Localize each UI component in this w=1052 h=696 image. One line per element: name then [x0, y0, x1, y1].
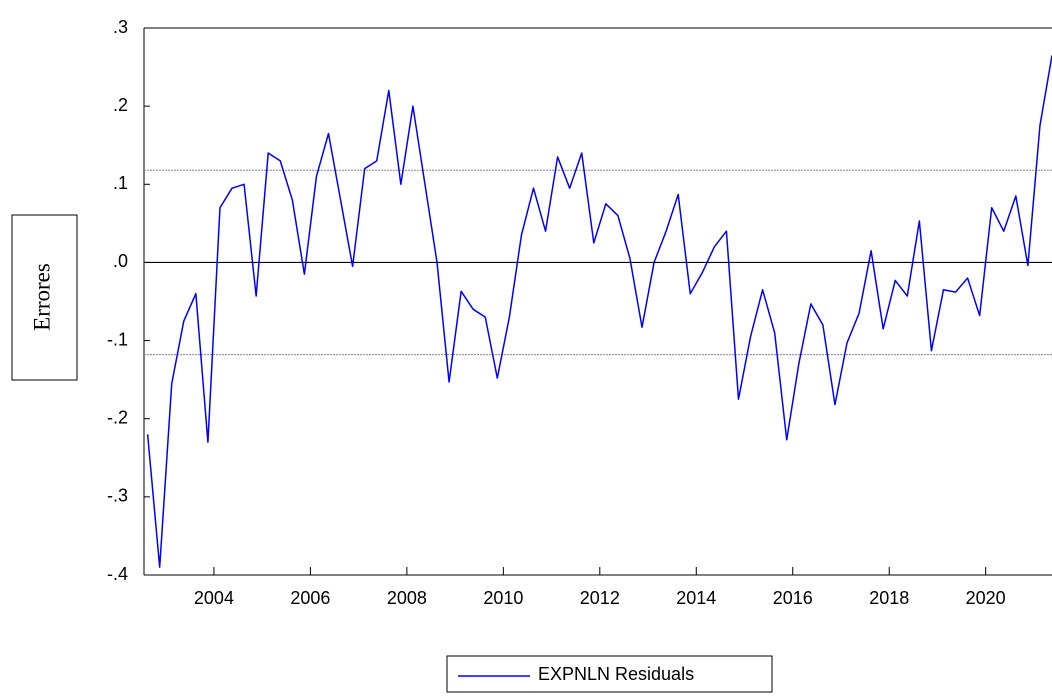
y-tick-label: .1 — [113, 173, 128, 193]
y-tick-label: .2 — [113, 95, 128, 115]
y-tick-label: .3 — [113, 17, 128, 37]
y-label-box — [11, 214, 78, 381]
series-line — [146, 55, 1052, 568]
x-tick-label: 2008 — [387, 588, 427, 608]
y-tick-label: .0 — [113, 251, 128, 271]
y-axis-label: Errores — [29, 263, 54, 331]
x-tick-label: 2018 — [869, 588, 909, 608]
x-tick-label: 2016 — [773, 588, 813, 608]
x-tick-label: 2020 — [966, 588, 1006, 608]
x-tick-label: 2004 — [194, 588, 234, 608]
y-tick-label: -.1 — [107, 329, 128, 349]
x-tick-label: 2010 — [483, 588, 523, 608]
legend-box — [446, 655, 773, 693]
x-tick-label: 2014 — [676, 588, 716, 608]
legend-label: EXPNLN Residuals — [538, 664, 694, 684]
y-tick-label: -.4 — [107, 564, 128, 584]
y-tick-label: -.3 — [107, 486, 128, 506]
x-tick-label: 2006 — [290, 588, 330, 608]
y-tick-label: -.2 — [107, 407, 128, 427]
x-tick-label: 2012 — [580, 588, 620, 608]
